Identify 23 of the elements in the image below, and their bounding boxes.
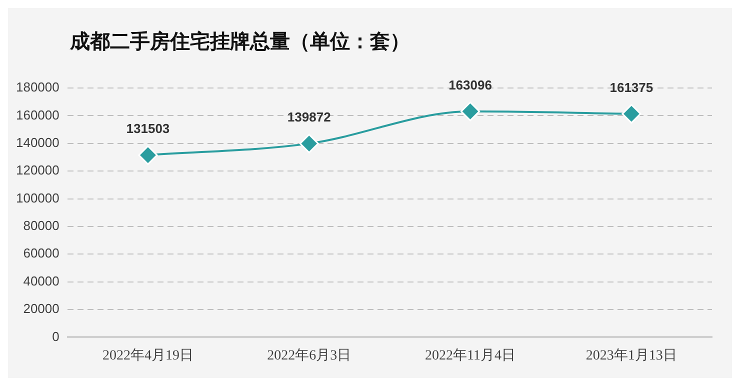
y-tick-label: 140000 <box>16 134 60 150</box>
point <box>299 134 319 154</box>
data-label: 163096 <box>448 77 492 92</box>
x-tick-label: 2022年6月3日 <box>267 347 352 364</box>
y-tick-label: 100000 <box>16 190 60 206</box>
data-label: 161375 <box>610 80 654 95</box>
y-tick-label: 80000 <box>23 218 60 234</box>
y-tick-label: 0 <box>52 328 60 344</box>
y-tick-label: 180000 <box>16 80 60 95</box>
point <box>460 102 480 122</box>
x-tick-label: 2022年4月19日 <box>102 347 194 364</box>
y-tick-label: 40000 <box>23 273 60 288</box>
x-tick-label: 2022年11月4日 <box>425 347 516 364</box>
x-tick-label: 2023年1月13日 <box>586 347 677 364</box>
point <box>622 104 642 124</box>
y-tick-label: 120000 <box>16 162 60 178</box>
y-tick-label: 20000 <box>23 301 60 316</box>
chart-title: 成都二手房住宅挂牌总量（单位：套） <box>68 28 411 55</box>
data-label: 139872 <box>287 110 331 125</box>
point <box>138 145 158 165</box>
y-tick-label: 60000 <box>23 246 60 261</box>
data-label: 131503 <box>126 121 170 136</box>
y-tick-label: 160000 <box>16 107 60 122</box>
